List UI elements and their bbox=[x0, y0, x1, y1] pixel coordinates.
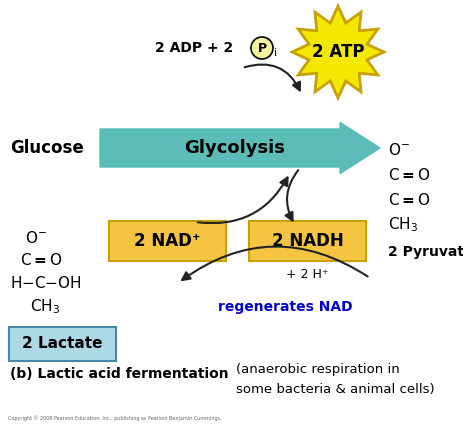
Text: Glycolysis: Glycolysis bbox=[184, 139, 285, 157]
Text: O$^{-}$: O$^{-}$ bbox=[387, 142, 409, 158]
FancyBboxPatch shape bbox=[109, 221, 225, 261]
Text: O$^{-}$: O$^{-}$ bbox=[25, 230, 47, 246]
Text: 2 NAD⁺: 2 NAD⁺ bbox=[134, 232, 200, 250]
FancyArrowPatch shape bbox=[244, 65, 299, 91]
FancyBboxPatch shape bbox=[249, 221, 365, 261]
Text: C$\mathbf{=}$O: C$\mathbf{=}$O bbox=[20, 252, 63, 268]
Text: 2 ADP + 2: 2 ADP + 2 bbox=[155, 41, 238, 55]
FancyArrowPatch shape bbox=[182, 246, 367, 280]
FancyArrowPatch shape bbox=[285, 170, 298, 221]
FancyArrow shape bbox=[100, 122, 379, 174]
Text: Copyright © 2008 Pearson Education, Inc., publishing as Pearson Benjamin Cumming: Copyright © 2008 Pearson Education, Inc.… bbox=[8, 415, 221, 421]
Text: (anaerobic respiration in: (anaerobic respiration in bbox=[236, 363, 399, 377]
Text: 2 Pyruvate: 2 Pyruvate bbox=[387, 245, 463, 259]
Text: i: i bbox=[274, 48, 276, 58]
Text: CH$_3$: CH$_3$ bbox=[387, 215, 417, 234]
Circle shape bbox=[250, 37, 272, 59]
Text: 2 Lactate: 2 Lactate bbox=[22, 337, 102, 351]
FancyArrowPatch shape bbox=[197, 178, 287, 223]
Text: CH$_3$: CH$_3$ bbox=[30, 298, 60, 316]
Text: regenerates NAD: regenerates NAD bbox=[217, 300, 351, 314]
Text: (b) Lactic acid fermentation: (b) Lactic acid fermentation bbox=[10, 367, 228, 381]
Polygon shape bbox=[291, 6, 383, 98]
Text: 2 NADH: 2 NADH bbox=[271, 232, 343, 250]
Text: 2 ATP: 2 ATP bbox=[311, 43, 363, 61]
Text: H$-$C$-$OH: H$-$C$-$OH bbox=[10, 275, 81, 291]
Text: + 2 H⁺: + 2 H⁺ bbox=[286, 267, 328, 280]
Text: Glucose: Glucose bbox=[10, 139, 83, 157]
Text: C$\mathbf{=}$O: C$\mathbf{=}$O bbox=[387, 192, 430, 208]
Text: C$\mathbf{=}$O: C$\mathbf{=}$O bbox=[387, 167, 430, 183]
FancyBboxPatch shape bbox=[9, 327, 116, 361]
Text: P: P bbox=[257, 42, 266, 54]
Text: some bacteria & animal cells): some bacteria & animal cells) bbox=[236, 383, 434, 397]
